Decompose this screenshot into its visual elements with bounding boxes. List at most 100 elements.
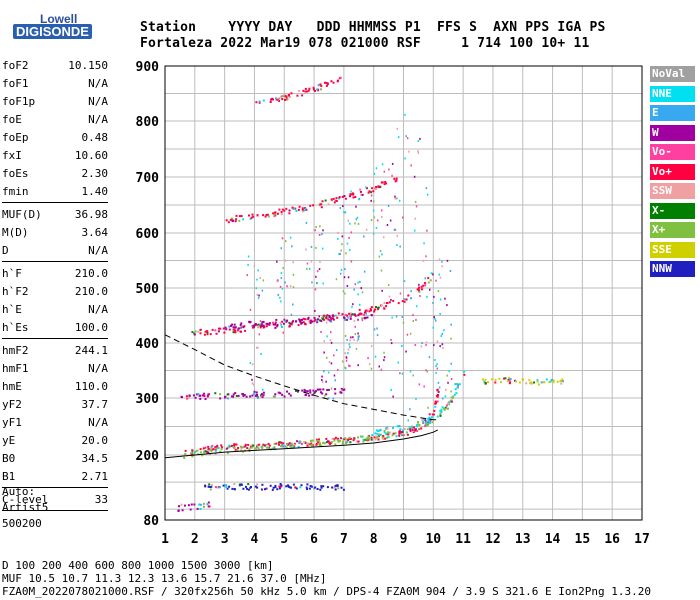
echo-point	[287, 94, 290, 97]
spread-echo-point	[286, 285, 288, 288]
echo-point	[266, 213, 269, 216]
echo-point	[304, 442, 307, 444]
x-tick-label: 12	[485, 532, 501, 547]
echo-point	[193, 333, 196, 336]
echo-point	[297, 390, 299, 393]
spread-echo-point	[435, 279, 437, 282]
spread-echo-point	[349, 222, 351, 225]
spread-echo-point	[345, 359, 348, 362]
echo-point	[246, 487, 249, 490]
echo-point	[416, 430, 419, 432]
spread-echo-point	[376, 327, 378, 330]
spread-echo-point	[402, 216, 404, 219]
echo-point	[270, 98, 272, 101]
echo-point	[195, 450, 198, 453]
spread-echo-point	[417, 151, 420, 154]
echo-point	[293, 207, 296, 210]
echo-point	[275, 318, 278, 321]
spread-echo-point	[280, 272, 283, 274]
spread-echo-point	[383, 359, 385, 362]
echo-point	[327, 203, 330, 206]
echo-point	[194, 330, 197, 333]
echo-point	[318, 439, 321, 442]
echo-point	[306, 90, 309, 93]
echo-point	[314, 89, 316, 92]
echo-point	[233, 483, 236, 485]
echo-point	[548, 381, 551, 384]
echo-point	[304, 207, 307, 210]
echo-point	[436, 400, 439, 403]
echo-point	[236, 449, 239, 452]
echo-point	[309, 440, 312, 442]
echo-point	[341, 313, 344, 316]
echo-point	[265, 322, 268, 325]
echo-point	[351, 313, 354, 316]
spread-echo-point	[372, 209, 375, 212]
echo-point	[208, 483, 211, 486]
param-separator	[2, 487, 108, 488]
spread-echo-point	[368, 363, 371, 366]
echo-point	[418, 286, 420, 289]
echo-point	[308, 394, 311, 397]
echo-point	[349, 315, 352, 318]
echo-point	[233, 446, 236, 449]
echo-point	[327, 317, 329, 320]
spread-echo-point	[420, 345, 423, 348]
echo-point	[301, 207, 304, 210]
echo-point	[251, 213, 254, 216]
echo-point	[240, 215, 243, 218]
echo-point	[304, 318, 306, 321]
echo-point	[326, 486, 329, 489]
spread-echo-point	[308, 267, 311, 270]
echo-point	[382, 438, 385, 441]
echo-point	[242, 395, 245, 397]
echo-point	[409, 428, 412, 431]
echo-point	[508, 379, 511, 382]
echo-point	[191, 453, 194, 456]
echo-point	[347, 439, 350, 442]
echo-point	[232, 331, 235, 334]
spread-echo-point	[396, 235, 398, 238]
echo-point	[250, 486, 252, 488]
echo-point	[272, 98, 274, 101]
echo-point	[235, 218, 238, 221]
spread-echo-point	[363, 270, 366, 273]
spread-echo-point	[329, 339, 332, 342]
y-tick-label: 700	[136, 171, 160, 186]
spread-echo-point	[355, 218, 358, 221]
echo-point	[292, 320, 295, 323]
echo-point	[214, 446, 217, 449]
spread-echo-point	[257, 326, 259, 329]
echo-point	[226, 451, 229, 454]
echo-point	[300, 322, 303, 325]
echo-point	[385, 305, 388, 308]
echo-point	[201, 394, 204, 397]
echo-point	[385, 436, 388, 439]
echo-point	[203, 392, 206, 395]
spread-echo-point	[258, 333, 261, 336]
spread-echo-point	[357, 281, 359, 284]
param-row: foE N/A	[2, 111, 108, 129]
echo-point	[242, 487, 245, 490]
echo-point	[364, 438, 367, 441]
echo-point	[300, 443, 303, 445]
echo-point	[378, 186, 381, 189]
echo-point	[281, 98, 284, 101]
echo-point	[370, 438, 373, 441]
echo-point	[384, 432, 387, 435]
echo-point	[199, 503, 202, 506]
echo-point	[209, 453, 212, 456]
echo-point	[396, 425, 399, 428]
echo-point	[253, 390, 256, 393]
spread-echo-point	[341, 243, 343, 246]
spread-echo-point	[346, 338, 348, 341]
echo-point	[549, 380, 552, 383]
echo-point	[344, 437, 347, 440]
spread-echo-point	[251, 378, 253, 381]
spread-echo-point	[345, 356, 348, 359]
spread-echo-point	[372, 232, 375, 235]
spread-echo-point	[414, 229, 416, 232]
echo-point	[284, 95, 287, 98]
echo-point	[380, 181, 383, 184]
